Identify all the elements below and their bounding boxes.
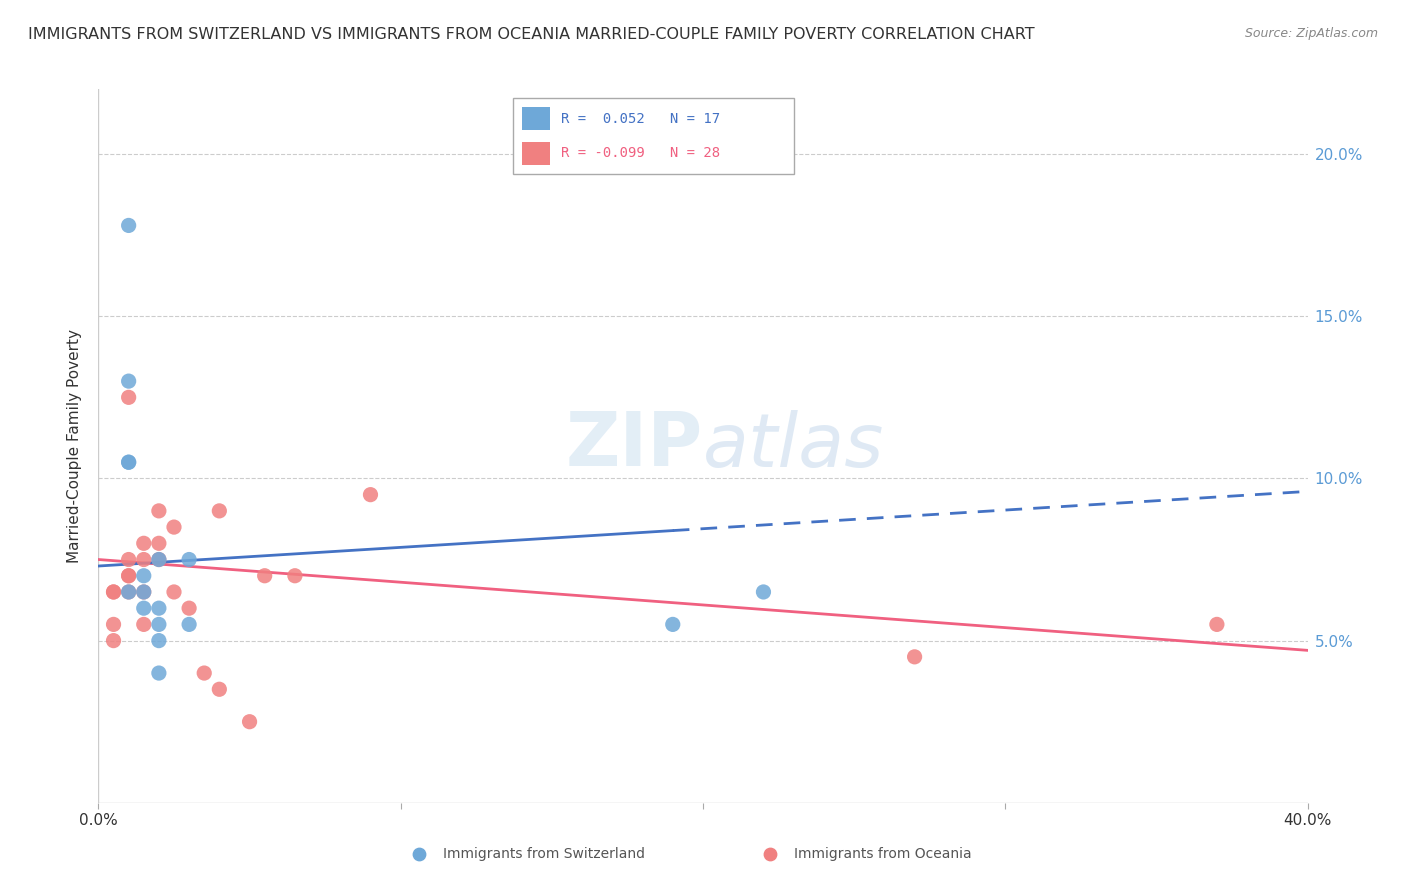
Text: Immigrants from Switzerland: Immigrants from Switzerland: [443, 847, 645, 861]
Y-axis label: Married-Couple Family Poverty: Married-Couple Family Poverty: [67, 329, 83, 563]
FancyBboxPatch shape: [513, 98, 794, 174]
FancyBboxPatch shape: [522, 107, 550, 130]
Point: [163, 520, 186, 534]
Point: [148, 633, 170, 648]
Point: [118, 390, 141, 404]
Point: [148, 601, 170, 615]
Point: [118, 374, 141, 388]
Point: [118, 552, 141, 566]
Point: [132, 617, 155, 632]
Point: [179, 601, 201, 615]
Point: [132, 536, 155, 550]
Point: [103, 585, 125, 599]
Text: atlas: atlas: [703, 410, 884, 482]
Text: IMMIGRANTS FROM SWITZERLAND VS IMMIGRANTS FROM OCEANIA MARRIED-COUPLE FAMILY POV: IMMIGRANTS FROM SWITZERLAND VS IMMIGRANT…: [28, 27, 1035, 42]
Point: [179, 552, 201, 566]
Text: R =  0.052   N = 17: R = 0.052 N = 17: [561, 112, 720, 126]
Point: [148, 504, 170, 518]
Text: R = -0.099   N = 28: R = -0.099 N = 28: [561, 146, 720, 161]
Text: ZIP: ZIP: [565, 409, 703, 483]
Point: [118, 585, 141, 599]
Point: [132, 552, 155, 566]
Point: [118, 568, 141, 582]
Point: [132, 601, 155, 615]
Point: [661, 617, 683, 632]
Point: [284, 568, 307, 582]
Point: [148, 617, 170, 632]
Point: [253, 568, 276, 582]
Point: [208, 504, 231, 518]
Point: [132, 568, 155, 582]
Point: [163, 585, 186, 599]
Text: Immigrants from Oceania: Immigrants from Oceania: [793, 847, 972, 861]
Point: [179, 617, 201, 632]
Point: [118, 455, 141, 469]
Point: [148, 666, 170, 681]
Point: [193, 666, 215, 681]
Point: [1206, 617, 1229, 632]
Point: [103, 617, 125, 632]
Point: [132, 585, 155, 599]
Point: [148, 536, 170, 550]
Point: [360, 488, 382, 502]
Point: [118, 568, 141, 582]
Point: [208, 682, 231, 697]
Point: [118, 219, 141, 233]
Point: [148, 552, 170, 566]
Point: [118, 455, 141, 469]
FancyBboxPatch shape: [522, 142, 550, 165]
Point: [239, 714, 262, 729]
Point: [132, 585, 155, 599]
Point: [904, 649, 927, 664]
Point: [752, 585, 775, 599]
Point: [148, 552, 170, 566]
Point: [118, 585, 141, 599]
Point: [103, 633, 125, 648]
Point: [103, 585, 125, 599]
Text: Source: ZipAtlas.com: Source: ZipAtlas.com: [1244, 27, 1378, 40]
